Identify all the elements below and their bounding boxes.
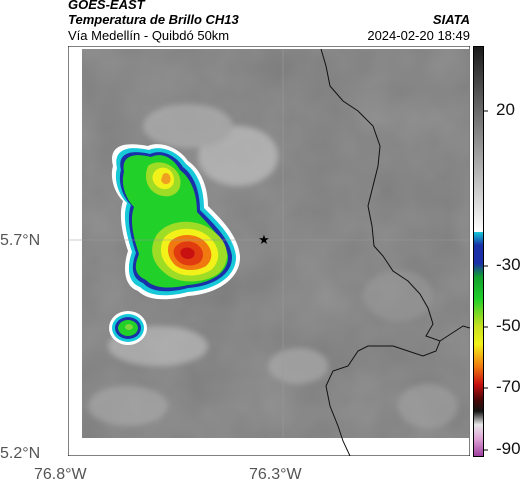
product-title: Temperatura de Brillo CH13: [68, 12, 239, 27]
x-tick-label-76-8: 76.8°W: [34, 466, 87, 483]
colorbar-color-segment: [473, 232, 484, 456]
colorbar-tick-minus-50: -50: [496, 316, 521, 335]
datetime-label: 2024-02-20 18:49: [367, 28, 470, 43]
star-marker: ★: [258, 233, 270, 248]
x-tick-label-76-3: 76.3°W: [249, 466, 302, 483]
region-subtitle: Vía Medellín - Quibdó 50km: [68, 28, 230, 43]
convective-cloud-small: [109, 311, 147, 345]
satellite-title: GOES-EAST: [68, 0, 145, 12]
colorbar-tick-minus-30: -30: [496, 255, 521, 274]
department-border: [320, 48, 470, 456]
y-tick-label-5-7: 5.7°N: [0, 232, 41, 249]
colorbar-gray-segment: [473, 46, 484, 233]
convective-cloud-main: [111, 144, 241, 300]
colorbar-tick-minus-70: -70: [496, 377, 521, 396]
agency-label: SIATA: [432, 12, 470, 27]
colorbar-tick-minus-90: -90: [496, 439, 521, 458]
colorbar-tick-20: 20: [496, 100, 515, 119]
brightness-temperature-map: ★: [68, 46, 470, 456]
y-tick-label-5-2: 5.2°N: [0, 445, 41, 462]
colorbar-frame: [473, 46, 484, 457]
temperature-colorbar: [473, 46, 488, 457]
